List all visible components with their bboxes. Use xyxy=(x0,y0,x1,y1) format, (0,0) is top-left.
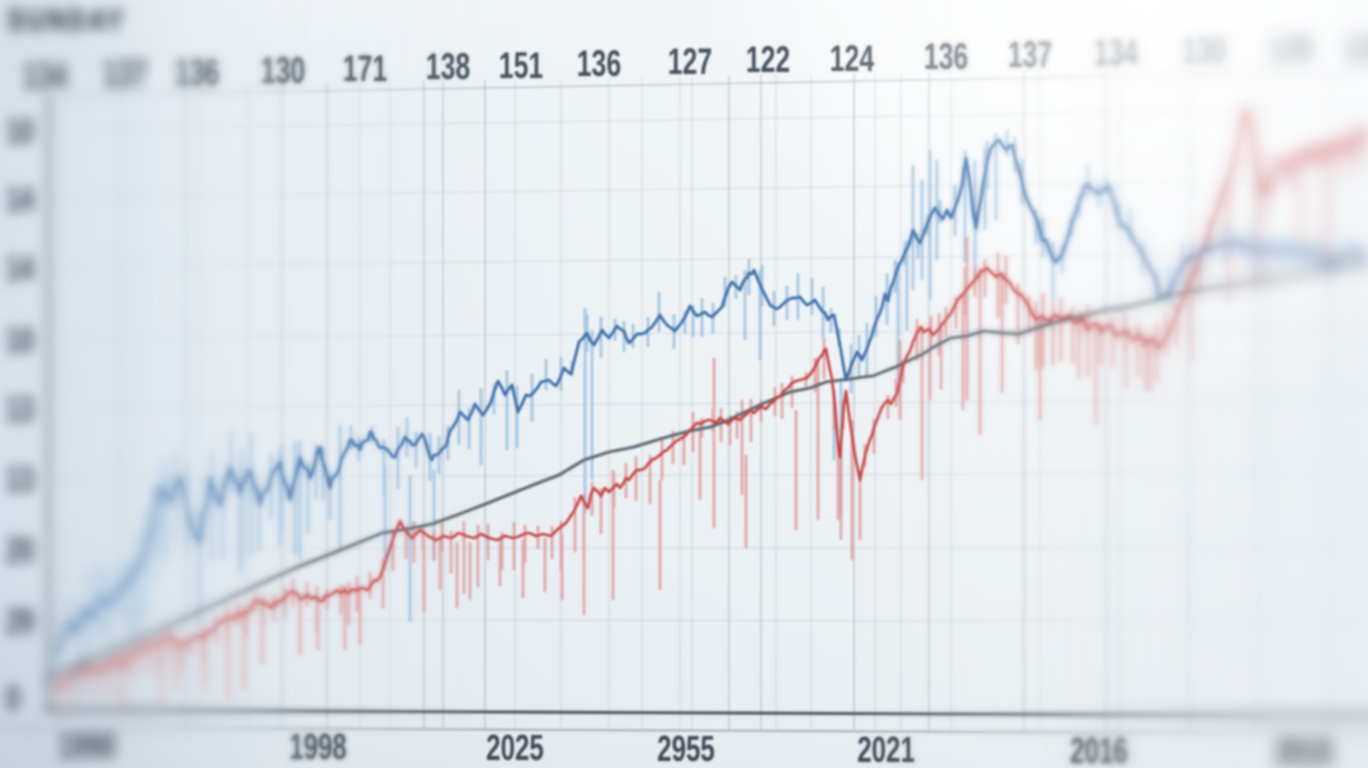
svg-text:1990: 1990 xyxy=(58,726,116,766)
svg-text:137: 137 xyxy=(1008,34,1052,75)
svg-text:2955: 2955 xyxy=(657,729,715,768)
svg-text:136: 136 xyxy=(577,43,621,84)
svg-text:122: 122 xyxy=(746,39,790,80)
svg-text:130: 130 xyxy=(261,50,305,91)
svg-text:10: 10 xyxy=(6,112,34,151)
svg-text:2025: 2025 xyxy=(486,728,544,768)
svg-text:171: 171 xyxy=(343,48,387,89)
svg-text:2021: 2021 xyxy=(857,730,915,768)
svg-text:2015: 2015 xyxy=(1275,732,1333,768)
svg-text:136: 136 xyxy=(924,36,968,77)
svg-text:136: 136 xyxy=(175,52,219,93)
svg-text:0: 0 xyxy=(6,679,20,718)
svg-text:14: 14 xyxy=(6,249,34,288)
svg-text:128: 128 xyxy=(1343,27,1368,68)
svg-text:1998: 1998 xyxy=(289,727,347,767)
svg-text:13: 13 xyxy=(6,390,34,429)
svg-text:128: 128 xyxy=(1268,28,1312,69)
svg-text:138: 138 xyxy=(426,46,470,87)
svg-text:13: 13 xyxy=(6,460,34,499)
svg-text:20: 20 xyxy=(6,531,34,570)
svg-text:29: 29 xyxy=(6,602,34,641)
svg-text:134: 134 xyxy=(1094,32,1138,73)
svg-text:130: 130 xyxy=(1182,30,1226,71)
svg-text:SUNDAY: SUNDAY xyxy=(8,2,126,36)
svg-text:124: 124 xyxy=(830,38,874,79)
svg-text:2016: 2016 xyxy=(1070,731,1128,768)
svg-text:151: 151 xyxy=(499,45,543,86)
svg-text:10: 10 xyxy=(6,321,34,360)
svg-text:14: 14 xyxy=(6,180,34,219)
svg-text:137: 137 xyxy=(103,53,147,94)
svg-text:127: 127 xyxy=(668,41,712,82)
svg-text:134: 134 xyxy=(23,55,67,96)
